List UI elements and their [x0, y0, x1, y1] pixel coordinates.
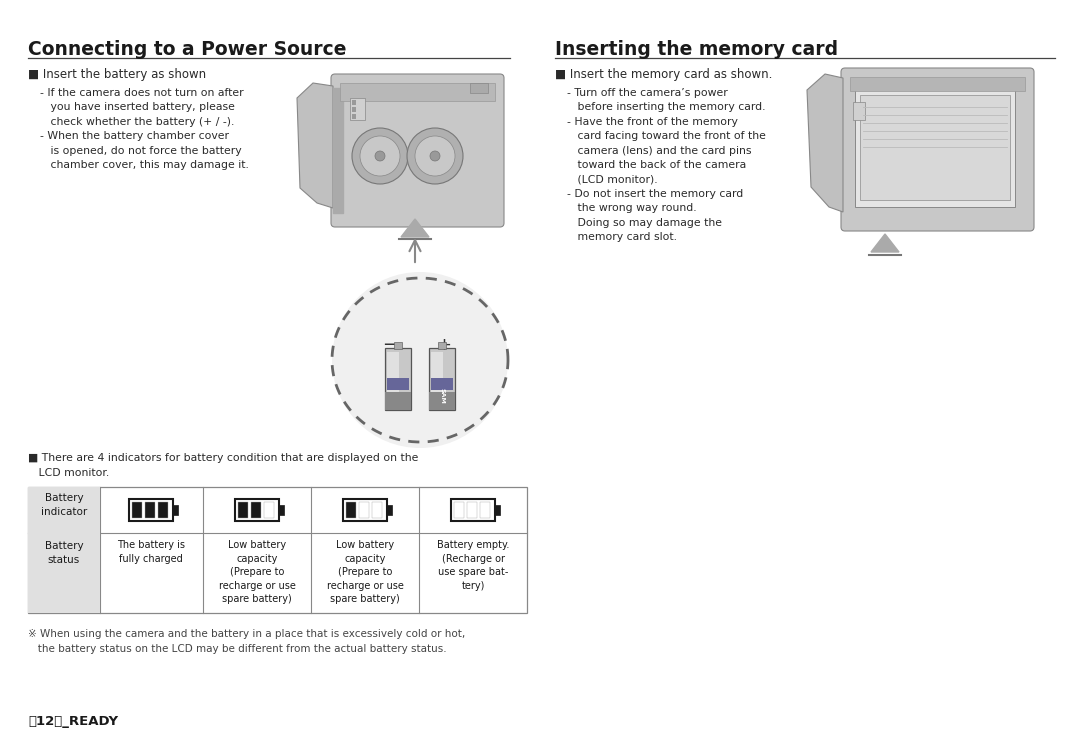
Bar	[860, 95, 1010, 200]
Text: Battery
status: Battery status	[44, 541, 83, 565]
FancyBboxPatch shape	[841, 68, 1034, 231]
Text: ※ When using the camera and the battery in a place that is excessively cold or h: ※ When using the camera and the battery …	[28, 629, 465, 639]
Bar	[238, 502, 248, 518]
Bar	[431, 352, 443, 406]
Bar	[387, 352, 399, 406]
Text: SAM: SAM	[440, 388, 445, 404]
Bar	[145, 502, 156, 518]
FancyBboxPatch shape	[330, 74, 504, 227]
Text: Connecting to a Power Source: Connecting to a Power Source	[28, 40, 347, 59]
Bar	[352, 100, 356, 105]
Bar	[28, 487, 527, 613]
Text: The battery is
fully charged: The battery is fully charged	[117, 540, 185, 563]
Bar	[451, 499, 495, 521]
Bar	[480, 502, 490, 518]
Bar	[340, 83, 495, 101]
Bar	[372, 502, 382, 518]
Bar	[431, 378, 453, 390]
Bar	[28, 487, 100, 613]
Bar	[173, 505, 178, 515]
Text: ■ Insert the memory card as shown.: ■ Insert the memory card as shown.	[555, 68, 772, 81]
Circle shape	[415, 136, 455, 176]
Bar	[158, 502, 168, 518]
Circle shape	[352, 128, 408, 184]
Text: Low battery
capacity
(Prepare to
recharge or use
spare battery): Low battery capacity (Prepare to recharg…	[326, 540, 404, 604]
Text: 〈12〉_READY: 〈12〉_READY	[28, 715, 118, 728]
Bar	[429, 348, 455, 410]
Text: - If the camera does not turn on after
   you have inserted battery, please
   c: - If the camera does not turn on after y…	[40, 88, 248, 170]
Polygon shape	[333, 88, 343, 213]
Bar	[495, 505, 500, 515]
Bar	[279, 505, 284, 515]
Polygon shape	[870, 234, 899, 252]
Bar	[251, 502, 261, 518]
Text: +: +	[436, 336, 451, 354]
Circle shape	[332, 272, 508, 448]
Bar	[264, 502, 274, 518]
Text: - Turn off the camera’s power
   before inserting the memory card.
- Have the fr: - Turn off the camera’s power before ins…	[567, 88, 766, 242]
Text: ■ There are 4 indicators for battery condition that are displayed on the: ■ There are 4 indicators for battery con…	[28, 453, 418, 463]
Circle shape	[430, 151, 440, 161]
Circle shape	[407, 128, 463, 184]
Text: Battery
indicator: Battery indicator	[41, 493, 87, 517]
Text: Battery empty.
(Recharge or
use spare bat-
tery): Battery empty. (Recharge or use spare ba…	[436, 540, 509, 591]
Text: ■ Insert the battery as shown: ■ Insert the battery as shown	[28, 68, 206, 81]
Bar	[850, 77, 1025, 91]
Bar	[394, 342, 402, 349]
Bar	[853, 102, 865, 120]
Polygon shape	[401, 219, 429, 237]
Circle shape	[360, 136, 400, 176]
Polygon shape	[297, 83, 333, 208]
Bar	[470, 83, 488, 93]
Bar	[467, 502, 477, 518]
Bar	[454, 502, 464, 518]
Text: the battery status on the LCD may be different from the actual battery status.: the battery status on the LCD may be dif…	[28, 644, 447, 654]
Bar	[235, 499, 279, 521]
Text: −: −	[382, 336, 397, 354]
Bar	[352, 114, 356, 119]
Bar	[352, 107, 356, 112]
Bar	[429, 392, 455, 410]
Text: LCD monitor.: LCD monitor.	[28, 468, 109, 478]
Bar	[343, 499, 387, 521]
Bar	[350, 98, 365, 120]
Bar	[346, 502, 356, 518]
Text: Inserting the memory card: Inserting the memory card	[555, 40, 838, 59]
Bar	[438, 342, 446, 349]
Bar	[387, 378, 409, 390]
Bar	[387, 505, 392, 515]
Bar	[129, 499, 173, 521]
Bar	[359, 502, 369, 518]
Polygon shape	[807, 74, 843, 212]
Bar	[384, 392, 411, 410]
Text: Low battery
capacity
(Prepare to
recharge or use
spare battery): Low battery capacity (Prepare to recharg…	[218, 540, 296, 604]
Circle shape	[375, 151, 384, 161]
Bar	[855, 87, 1015, 207]
Bar	[384, 348, 411, 410]
Bar	[132, 502, 141, 518]
